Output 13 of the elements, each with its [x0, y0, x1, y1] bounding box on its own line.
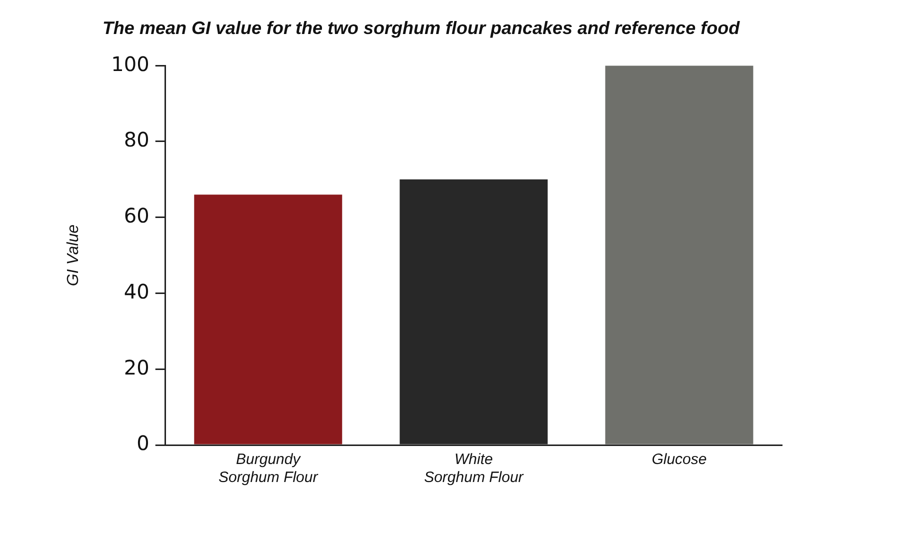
x-tick-label: Burgundy Sorghum Flour	[218, 451, 319, 486]
y-tick-label: 100	[111, 52, 150, 76]
y-tick-label: 40	[124, 279, 150, 304]
chart-title: The mean GI value for the two sorghum flour pancakes and reference food	[102, 18, 741, 38]
y-axis-title: GI Value	[65, 224, 82, 286]
y-tick-label: 60	[124, 204, 150, 228]
bar	[194, 194, 342, 444]
x-tick-label: Glucose	[652, 451, 707, 468]
y-tick-label: 20	[124, 355, 150, 380]
y-tick-label: 80	[124, 128, 150, 152]
x-tick-label: White Sorghum Flour	[424, 451, 524, 486]
bar	[605, 66, 754, 444]
y-tick-label: 0	[136, 431, 150, 456]
